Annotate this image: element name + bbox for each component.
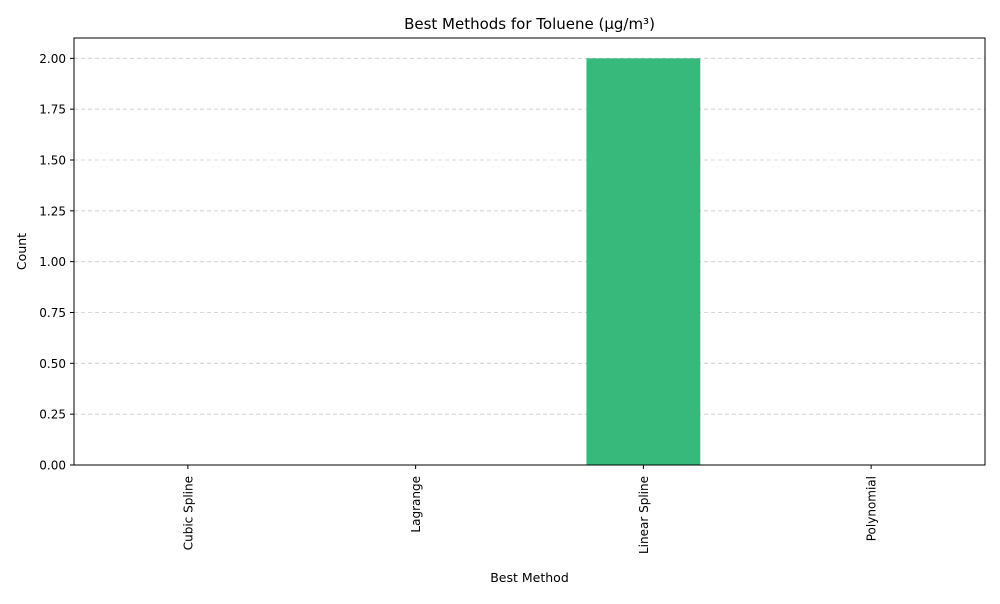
y-tick-label: 1.25 <box>39 204 66 218</box>
plot-frame <box>73 37 986 466</box>
bars <box>586 58 701 465</box>
y-tick-label: 1.00 <box>39 255 66 269</box>
x-tick-label: Lagrange <box>409 476 423 533</box>
x-axis-ticks: Cubic Spline Lagrange Linear Spline Polynom… <box>181 465 879 554</box>
y-tick-label: 1.75 <box>39 103 66 117</box>
y-tick-label: 0.75 <box>39 306 66 320</box>
y-tick-label: 2.00 <box>39 52 66 66</box>
chart-title: Best Methods for Toluene (µg/m³) <box>404 15 655 33</box>
y-tick-label: 0.00 <box>39 459 66 473</box>
y-axis-ticks: 0.00 0.25 0.50 0.75 1.00 1.25 1.50 1.75 2.00 <box>39 52 74 473</box>
y-tick-label: 1.50 <box>39 154 66 168</box>
y-tick-label: 0.25 <box>39 408 66 422</box>
bar-linear-spline <box>586 58 701 465</box>
x-tick-label: Linear Spline <box>637 476 651 554</box>
y-tick-label: 0.50 <box>39 357 66 371</box>
x-tick-label: Cubic Spline <box>181 476 195 550</box>
x-tick-label: Polynomial <box>865 476 879 541</box>
x-axis-label: Best Method <box>490 570 569 585</box>
y-axis-label: Count <box>14 233 29 270</box>
grid-lines <box>74 57 985 466</box>
